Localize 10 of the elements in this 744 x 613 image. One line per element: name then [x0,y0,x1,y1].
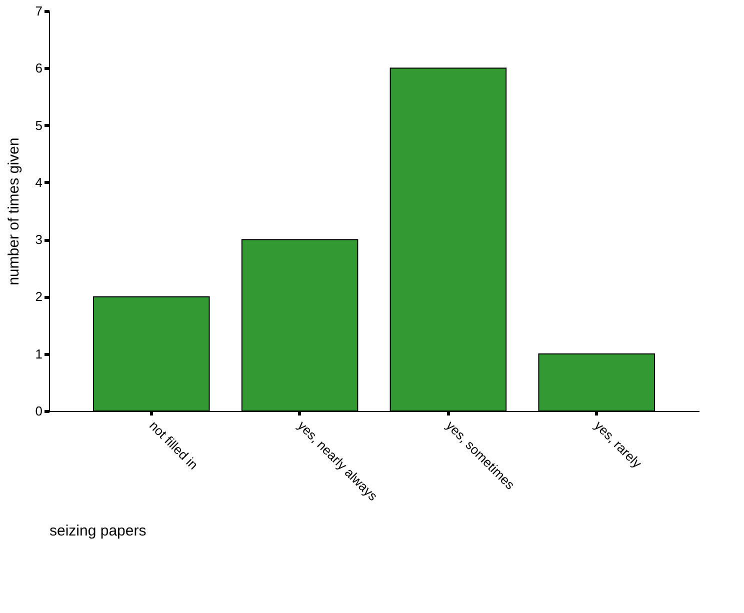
y-tick-label: 2 [35,289,42,304]
x-axis-title: seizing papers [50,522,146,540]
y-tick-label: 4 [35,174,42,190]
y-tick-label: 0 [35,404,42,418]
y-axis-title: number of times given [5,138,22,286]
y-tick-label: 7 [35,4,42,18]
y-tick-label: 3 [35,232,42,248]
y-tick-label: 1 [35,346,42,362]
y-tick-label: 5 [35,118,42,133]
y-tick-label: 6 [35,60,42,76]
